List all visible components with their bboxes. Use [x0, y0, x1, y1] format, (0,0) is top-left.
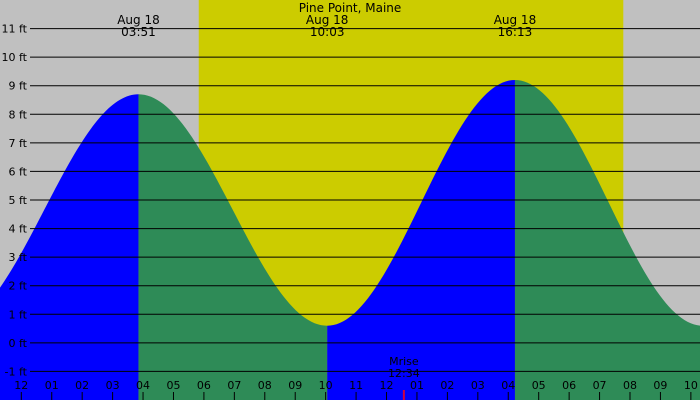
y-axis-labels: -1 ft 0 ft 1 ft 2 ft 3 ft 4 ft 5 ft 6 ft 7 ft 8 f… — [2, 23, 28, 379]
x-tick-label: 01 — [45, 379, 59, 392]
event-label: Mrise — [389, 355, 419, 368]
extreme-date-label: Aug 18 — [117, 13, 160, 27]
falling-tide-area — [138, 94, 328, 400]
y-tick-label: 7 ft — [9, 137, 28, 150]
x-tick-label: 06 — [562, 379, 576, 392]
y-tick-label: 1 ft — [9, 308, 28, 321]
x-tick-label: 10 — [684, 379, 698, 392]
x-tick-label: 08 — [623, 379, 637, 392]
x-tick-label: 05 — [532, 379, 546, 392]
x-tick-label: 02 — [440, 379, 454, 392]
x-tick-label: 09 — [653, 379, 667, 392]
extreme-date-label: Aug 18 — [494, 13, 537, 27]
chart-title: Pine Point, Maine — [299, 1, 402, 15]
y-tick-label: 2 ft — [9, 280, 28, 293]
event-time-label: 12:34 — [388, 367, 420, 380]
x-tick-label: 11 — [349, 379, 363, 392]
x-tick-label: 12 — [14, 379, 28, 392]
y-tick-label: 3 ft — [9, 251, 28, 264]
x-tick-label: 06 — [197, 379, 211, 392]
y-tick-label: 11 ft — [2, 23, 28, 36]
y-tick-label: 5 ft — [9, 194, 28, 207]
extreme-time-label: 03:51 — [121, 25, 156, 39]
x-axis-labels: 1112010203040506070809101112010203040506… — [14, 379, 698, 400]
extreme-date-label: Aug 18 — [306, 13, 349, 27]
tide-areas — [0, 80, 700, 400]
extreme-time-label: 10:03 — [310, 25, 345, 39]
x-tick-label: 07 — [227, 379, 241, 392]
x-tick-label: 04 — [501, 379, 515, 392]
x-tick-label: 03 — [471, 379, 485, 392]
y-tick-label: 6 ft — [9, 165, 28, 178]
rising-tide-area — [327, 80, 515, 400]
x-tick-label: 02 — [75, 379, 89, 392]
x-tick-label: 01 — [410, 379, 424, 392]
x-tick-label: 07 — [593, 379, 607, 392]
x-tick-label: 05 — [166, 379, 180, 392]
x-tick-label: 08 — [258, 379, 272, 392]
y-tick-label: 9 ft — [9, 80, 28, 93]
y-tick-label: 8 ft — [9, 108, 28, 121]
x-tick-label: 12 — [380, 379, 394, 392]
extreme-time-label: 16:13 — [498, 25, 533, 39]
falling-tide-area — [514, 80, 700, 400]
y-tick-label: 0 ft — [9, 337, 28, 350]
x-tick-label: 04 — [136, 379, 150, 392]
x-tick-label: 10 — [319, 379, 333, 392]
x-tick-label: 03 — [106, 379, 120, 392]
y-tick-label: 4 ft — [9, 223, 28, 236]
rising-tide-area — [0, 94, 139, 400]
x-tick-label: 09 — [288, 379, 302, 392]
y-tick-label: 10 ft — [2, 51, 28, 64]
y-tick-label: -1 ft — [5, 365, 28, 378]
gridlines — [30, 28, 700, 372]
